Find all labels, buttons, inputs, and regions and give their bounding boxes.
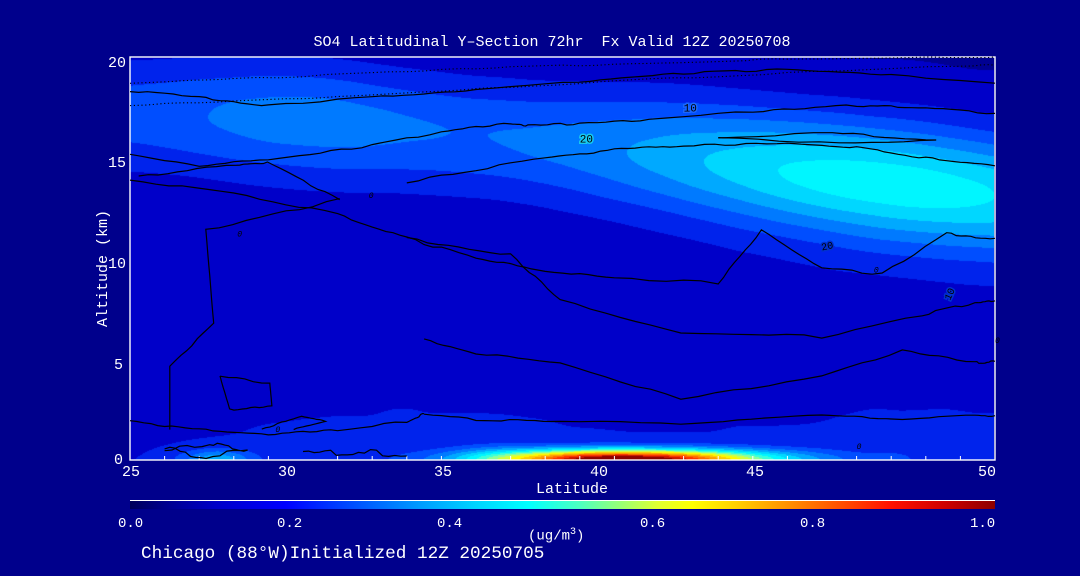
svg-text:0: 0 — [275, 426, 280, 435]
svg-text:0: 0 — [995, 337, 1000, 346]
svg-text:0: 0 — [857, 443, 862, 452]
svg-text:0: 0 — [874, 267, 879, 276]
svg-text:0: 0 — [369, 192, 374, 201]
svg-text:0: 0 — [237, 230, 242, 239]
svg-text:10: 10 — [944, 287, 959, 303]
svg-text:20: 20 — [580, 135, 593, 147]
svg-text:10: 10 — [684, 103, 697, 115]
svg-text:20: 20 — [821, 241, 835, 254]
